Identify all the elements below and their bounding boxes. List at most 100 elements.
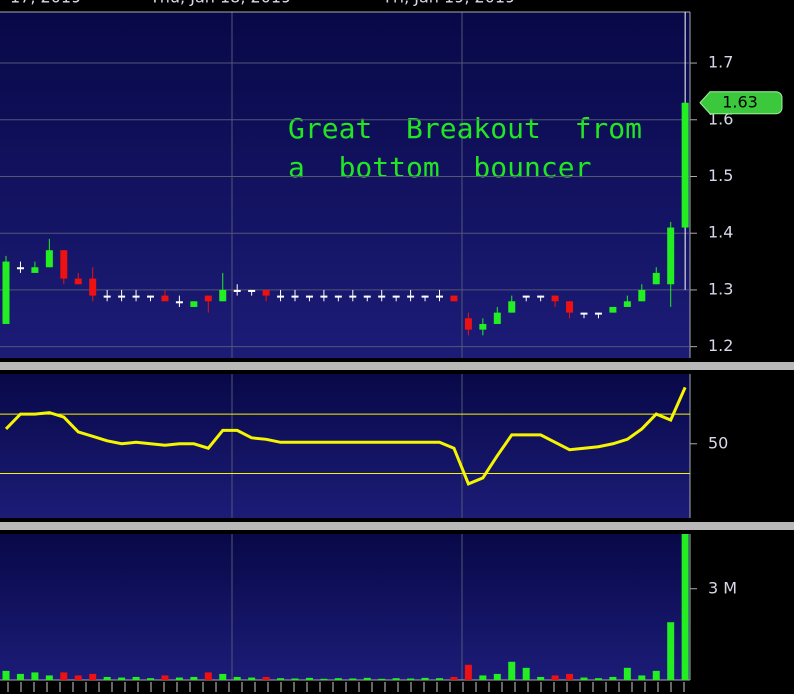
- volume-bar: [190, 676, 198, 680]
- volume-bar: [594, 678, 602, 680]
- volume-bar: [132, 676, 140, 680]
- separator: [0, 362, 794, 370]
- axis-lines: [0, 11, 691, 681]
- volume-bar: [262, 676, 270, 680]
- price-marker-label: 1.63: [722, 92, 758, 111]
- candle-body: [161, 295, 169, 302]
- candle-body: [334, 295, 342, 298]
- volume-bar: [16, 673, 24, 680]
- volume-bar: [638, 675, 646, 680]
- y-tick-label: 1.5: [708, 166, 733, 185]
- candle-body: [450, 295, 458, 302]
- volume-bar: [681, 534, 689, 680]
- volume-bar: [551, 675, 559, 680]
- candle-body: [537, 295, 545, 298]
- volume-bar: [277, 678, 285, 680]
- candle-body: [551, 295, 559, 302]
- volume-bar: [147, 678, 154, 680]
- volume-bar: [118, 677, 126, 680]
- annotation: a bottom bouncer: [288, 151, 591, 184]
- candle-body: [118, 295, 126, 298]
- annotation: Great Breakout from: [288, 112, 642, 145]
- volume-bar: [233, 676, 241, 680]
- candle-body: [147, 295, 154, 298]
- volume-bar: [566, 673, 574, 680]
- candle-body: [89, 278, 97, 296]
- candle-body: [652, 272, 660, 285]
- volume-bar: [334, 678, 342, 680]
- date-label: 17, 2019: [10, 0, 81, 7]
- candle-body: [233, 289, 241, 292]
- separator: [0, 522, 794, 530]
- volume-bar: [161, 675, 169, 680]
- y-tick-label: 1.4: [708, 223, 733, 242]
- volume-bar: [609, 676, 617, 680]
- volume-bar: [60, 672, 68, 680]
- candle-body: [45, 250, 53, 268]
- candle-body: [248, 289, 256, 292]
- y-tick-label: 50: [708, 433, 728, 452]
- candle-body: [623, 301, 631, 307]
- candle-body: [175, 301, 183, 304]
- volume-bar: [623, 667, 631, 680]
- candle-body: [262, 289, 270, 296]
- volume-bar: [291, 678, 299, 680]
- volume-bar: [537, 676, 545, 680]
- candle-body: [74, 278, 82, 285]
- candle-body: [566, 301, 574, 313]
- y-tick-label: 1.7: [708, 53, 733, 72]
- rsi-line: [4, 386, 687, 486]
- volume-bar: [219, 673, 227, 680]
- volume-bar: [479, 675, 487, 680]
- date-label: Fri, Jan 19, 2019: [385, 0, 515, 7]
- candle-body: [277, 295, 285, 298]
- volume-bar: [45, 675, 53, 680]
- y-tick-label: 1.2: [708, 336, 733, 355]
- candle-body: [493, 312, 501, 324]
- volume-bar: [248, 677, 256, 680]
- candle-body: [16, 267, 24, 270]
- rsi-panel: [0, 374, 690, 518]
- candle-body: [320, 295, 328, 298]
- candle-body: [291, 295, 299, 298]
- candle-body: [580, 312, 588, 315]
- candle-body: [219, 289, 227, 302]
- candle-body: [594, 312, 602, 315]
- candle-body: [667, 227, 675, 285]
- candle-body: [305, 295, 313, 298]
- candle-body: [436, 295, 443, 298]
- candle-body: [479, 323, 487, 330]
- candle-body: [60, 250, 68, 279]
- volume-bar: [175, 677, 183, 680]
- candle-body: [103, 295, 111, 298]
- volume-bar: [392, 678, 400, 680]
- candle-body: [392, 295, 400, 298]
- volume-bar: [378, 678, 386, 680]
- candle-body: [132, 295, 140, 298]
- volume-bar: [652, 670, 660, 680]
- candle-body: [522, 295, 530, 298]
- volume-bar: [436, 678, 443, 680]
- volume-bar: [508, 661, 516, 680]
- volume-bar: [667, 622, 675, 680]
- candle-body: [609, 306, 617, 313]
- price-marker: [699, 91, 783, 115]
- volume-bar: [407, 678, 415, 680]
- volume-bar: [320, 678, 328, 680]
- candle-body: [190, 301, 198, 307]
- y-tick-label: 1.3: [708, 279, 733, 298]
- candle-body: [681, 102, 689, 228]
- candle-body: [31, 267, 39, 273]
- vertical-grid: [231, 12, 463, 680]
- volume-bar: [580, 677, 588, 680]
- volume-bar: [305, 677, 313, 680]
- candle-body: [363, 295, 371, 298]
- volume-bar: [103, 676, 111, 680]
- volume-bar: [464, 664, 472, 680]
- volume-bar: [522, 667, 530, 680]
- volume-bar: [89, 673, 97, 680]
- date-label: Thu, Jan 18, 2019: [149, 0, 291, 7]
- candle-body: [638, 289, 646, 302]
- candle-body: [204, 295, 212, 302]
